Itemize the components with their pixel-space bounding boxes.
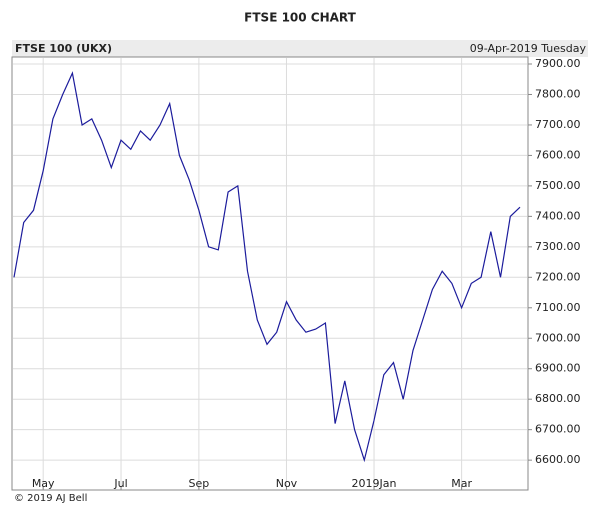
y-tick-label: 7500.00: [535, 179, 581, 192]
x-tick-label: Nov: [276, 477, 298, 490]
x-tick-label: Jul: [113, 477, 127, 490]
plot-frame: [11, 56, 529, 491]
y-tick-label: 6900.00: [535, 362, 581, 375]
chart-title: FTSE 100 CHART: [244, 11, 356, 25]
date-label: 09-Apr-2019 Tuesday: [470, 42, 587, 55]
y-tick-label: 7200.00: [535, 270, 581, 283]
y-tick-label: 7100.00: [535, 301, 581, 314]
header-bar: [12, 40, 588, 57]
y-tick-label: 7800.00: [535, 87, 581, 100]
y-tick-label: 7000.00: [535, 331, 581, 344]
y-tick-label: 7300.00: [535, 240, 581, 253]
x-tick-label: Mar: [451, 477, 472, 490]
x-tick-label: May: [32, 477, 55, 490]
y-tick-label: 6600.00: [535, 453, 581, 466]
y-tick-label: 7700.00: [535, 118, 581, 131]
x-tick-label: 2019Jan: [352, 477, 397, 490]
y-tick-label: 7600.00: [535, 148, 581, 161]
chart-subtitle: FTSE 100 (UKX): [15, 42, 112, 55]
price-line: [13, 71, 521, 463]
x-tick-label: Sep: [189, 477, 210, 490]
y-tick-label: 6700.00: [535, 423, 581, 436]
y-tick-label: 7400.00: [535, 209, 581, 222]
y-tick-label: 7900.00: [535, 57, 581, 70]
footer: © 2019 AJ Bell: [14, 493, 87, 504]
y-tick-label: 6800.00: [535, 392, 581, 405]
